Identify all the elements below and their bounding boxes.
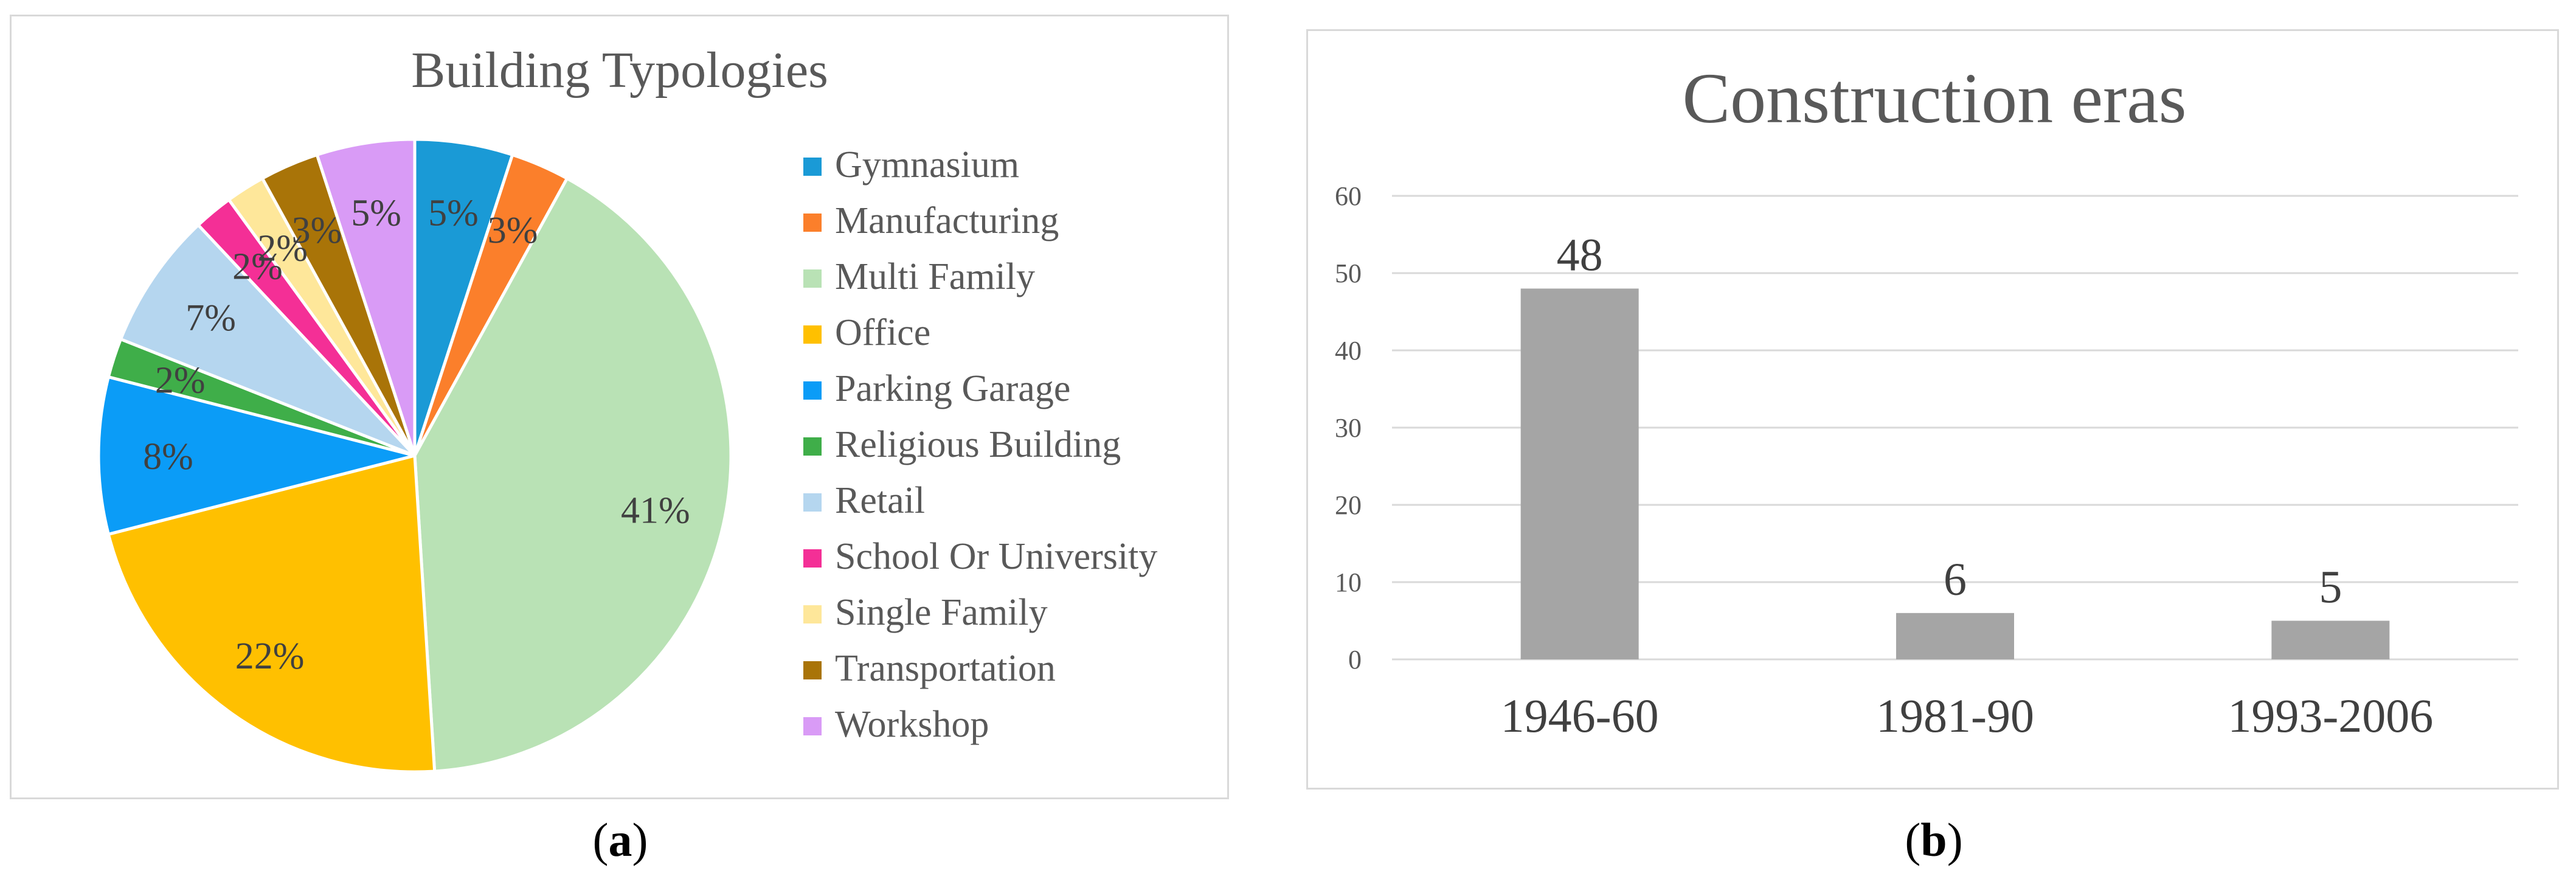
pie-slice-workshop (315, 137, 417, 456)
pie-title: Building Typologies (411, 42, 828, 99)
caption-b-letter: b (1920, 813, 1947, 866)
y-tick-label: 50 (1335, 259, 1362, 288)
bar-title: Construction eras (1682, 58, 2186, 138)
legend-swatch (803, 549, 822, 568)
legend-swatch (803, 717, 822, 735)
legend-swatch (803, 493, 822, 512)
caption-a-letter: a (608, 813, 632, 866)
legend-entry: School Or University (835, 536, 1157, 577)
y-tick-label: 0 (1348, 645, 1362, 675)
bar-1981-90 (1896, 613, 2014, 659)
bar-chart-panel: Construction eras 0 10 20 30 40 50 60 48 6 5 194… (1306, 29, 2559, 790)
pie-chart: Building Typologies 5% 3%41%22%8%2%7%2%2%… (97, 42, 1157, 774)
y-tick-label: 60 (1335, 181, 1362, 211)
x-tick-label: 1993-2006 (2228, 689, 2433, 742)
y-tick-label: 20 (1335, 490, 1362, 520)
pie-data-label: 3% (292, 210, 342, 251)
legend-entry: Transportation (835, 648, 1056, 689)
pie-slice-office (106, 453, 437, 774)
legend-swatch (803, 437, 822, 456)
legend-entry: Retail (835, 480, 925, 521)
pie-data-label: 7% (185, 297, 236, 339)
pie-slice-parking-garage (97, 375, 415, 536)
legend-swatch (803, 661, 822, 679)
legend-swatch (803, 325, 822, 344)
legend-entry: Workshop (835, 704, 989, 745)
pie-data-label: 8% (143, 436, 193, 477)
pie-data-label: 2% (232, 246, 283, 287)
pie-data-label: 22% (235, 636, 305, 677)
pie-data-label: 2% (155, 360, 206, 401)
pie-data-label: 5% (428, 192, 479, 234)
legend-entry: Office (835, 312, 930, 353)
bar-1993-2006 (2271, 620, 2390, 659)
y-tick-label: 30 (1335, 413, 1362, 443)
pie-data-label: 2% (257, 228, 308, 269)
legend-swatch (803, 214, 822, 232)
pie-data-label: 41% (621, 490, 690, 531)
legend-entry: Single Family (835, 592, 1048, 633)
pie-slice-multi-family (413, 176, 733, 773)
y-tick-label: 40 (1335, 336, 1362, 366)
pie-chart-panel: Building Typologies 5% 3% 41% 22% 8% 2% 7% 2% 2%… (10, 15, 1229, 799)
x-tick-label: 1946-60 (1501, 689, 1659, 742)
bar-1946-60 (1520, 288, 1639, 659)
pie-data-label: 5% (351, 192, 401, 234)
bar-data-label: 48 (1557, 229, 1603, 280)
legend-entry: Manufacturing (835, 200, 1059, 241)
caption-b: (b) (1905, 813, 1963, 866)
pie-data-label: 3% (488, 210, 538, 251)
caption-a: (a) (592, 813, 648, 866)
bar-chart: Construction eras 0 10 20 30 40 50 60 48 6 5 194… (1335, 58, 2518, 742)
bar-data-label: 5 (2319, 562, 2342, 613)
legend-entry: Gymnasium (835, 144, 1019, 186)
legend-swatch (803, 605, 822, 623)
y-tick-label: 10 (1335, 568, 1362, 597)
legend-swatch (803, 381, 822, 400)
legend-swatch (803, 158, 822, 176)
legend-entry: Multi Family (835, 256, 1035, 297)
legend-swatch (803, 269, 822, 288)
bar-data-label: 6 (1944, 554, 1967, 605)
pie-slice-retail (119, 223, 416, 457)
x-tick-label: 1981-90 (1876, 689, 2034, 742)
legend-entry: Religious Building (835, 424, 1121, 465)
legend-entry: Parking Garage (835, 368, 1070, 409)
